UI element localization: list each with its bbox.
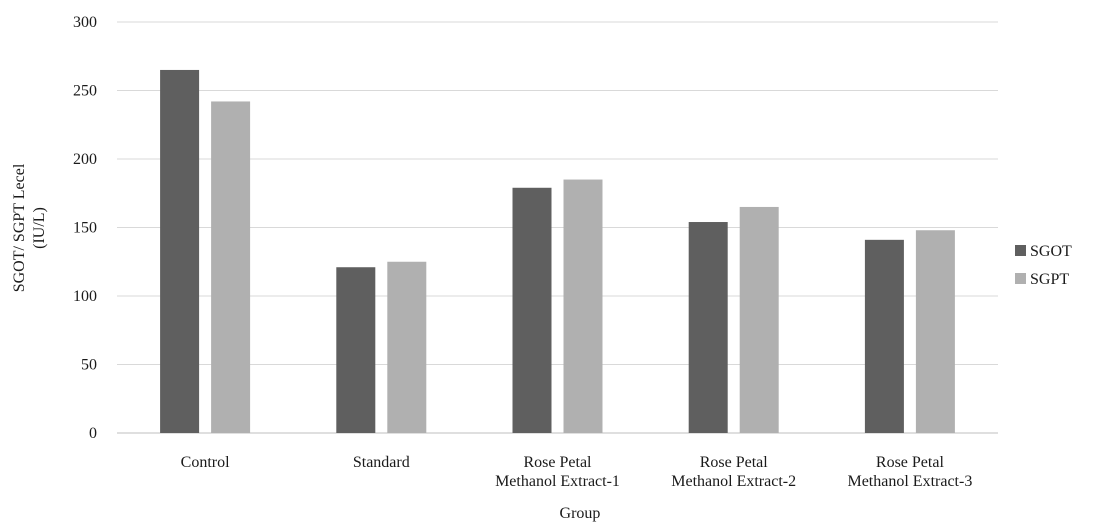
legend-label-sgot: SGOT xyxy=(1030,243,1072,260)
bar-sgpt xyxy=(915,230,955,433)
bar-sgot xyxy=(864,239,904,433)
bar-sgpt xyxy=(563,179,603,433)
y-tick-label: 200 xyxy=(73,151,97,168)
bar-sgpt xyxy=(387,261,427,433)
y-tick-label: 0 xyxy=(89,425,97,442)
legend-swatch-sgot xyxy=(1015,245,1026,256)
y-axis-ticks: 0 50 100 150 200 250 300 xyxy=(73,14,97,442)
gridlines xyxy=(117,21,998,434)
y-tick-label: 50 xyxy=(81,357,97,374)
y-axis-title: SGOT/ SGPT Lecel (IU/L) xyxy=(11,163,48,292)
y-tick-label: 100 xyxy=(73,288,97,305)
legend: SGOT SGPT xyxy=(1015,243,1072,288)
bar-sgot xyxy=(688,222,728,433)
x-category-label: Rose Petal Methanol Extract-3 xyxy=(847,454,972,490)
bars xyxy=(160,69,955,434)
x-category-label: Standard xyxy=(353,454,410,471)
x-category-label: Rose Petal Methanol Extract-2 xyxy=(671,454,796,490)
bar-sgpt xyxy=(211,101,251,434)
x-axis-title: Group xyxy=(560,505,601,522)
legend-label-sgpt: SGPT xyxy=(1030,271,1069,288)
y-tick-label: 300 xyxy=(73,14,97,31)
x-category-label: Rose Petal Methanol Extract-1 xyxy=(495,454,620,490)
bar-sgot xyxy=(336,267,376,433)
legend-swatch-sgpt xyxy=(1015,273,1026,284)
bar-sgot xyxy=(160,69,200,433)
x-category-label: Control xyxy=(181,454,230,471)
x-axis-categories: Control Standard Rose Petal Methanol Extrac… xyxy=(181,454,973,490)
y-tick-label: 150 xyxy=(73,220,97,237)
bar-sgpt xyxy=(739,206,779,433)
y-tick-label: 250 xyxy=(73,83,97,100)
bar-sgot xyxy=(512,187,552,433)
